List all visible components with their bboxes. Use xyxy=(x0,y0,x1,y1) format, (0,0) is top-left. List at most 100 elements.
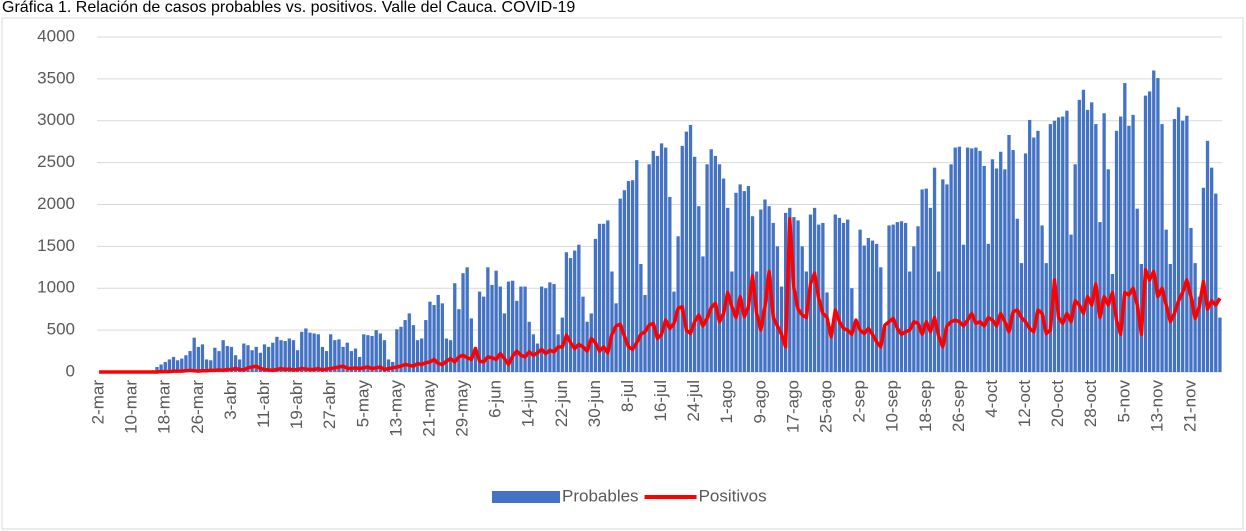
bar xyxy=(527,321,531,372)
bar xyxy=(846,219,850,372)
bar xyxy=(217,351,221,372)
y-tick-label: 2500 xyxy=(37,152,75,171)
bar xyxy=(862,245,866,372)
bar xyxy=(444,338,449,372)
bar xyxy=(539,286,544,372)
x-tick-label: 2-sep xyxy=(850,380,869,423)
y-tick-label: 3000 xyxy=(37,110,75,129)
bar xyxy=(204,359,209,372)
bar xyxy=(1081,89,1086,372)
x-tick-label: 5-may xyxy=(353,380,372,428)
bar xyxy=(779,286,784,372)
bar xyxy=(932,167,937,372)
bar xyxy=(903,222,908,372)
bar xyxy=(233,355,238,372)
bar xyxy=(287,338,291,372)
bar xyxy=(672,291,676,372)
x-tick-label: 2-mar xyxy=(89,380,108,425)
x-tick-label: 1-ago xyxy=(717,380,736,423)
bar xyxy=(498,286,502,372)
bar xyxy=(759,209,763,372)
x-tick-label: 28-oct xyxy=(1081,380,1100,428)
bar xyxy=(407,313,411,372)
bar xyxy=(697,206,701,372)
bar xyxy=(300,331,304,372)
bar xyxy=(788,207,792,372)
bar xyxy=(428,301,432,372)
bar xyxy=(320,346,325,372)
bar xyxy=(1176,107,1181,372)
bar xyxy=(362,334,366,372)
bar xyxy=(883,326,887,372)
bar xyxy=(420,338,424,372)
x-tick-label: 24-jul xyxy=(684,380,703,422)
bar xyxy=(945,184,949,372)
bar xyxy=(1127,125,1131,373)
bar xyxy=(1185,115,1189,372)
bar xyxy=(597,223,602,372)
labels: 0 500 1000 1500 2000 2500 3000 3500 4000 2-mar 10-… xyxy=(37,26,1199,505)
bar xyxy=(866,238,871,372)
bar xyxy=(1094,124,1098,372)
bar xyxy=(378,333,382,372)
bar xyxy=(953,147,957,372)
bar xyxy=(1061,116,1065,372)
bar xyxy=(1028,119,1032,372)
bar xyxy=(411,325,416,372)
bar xyxy=(382,340,387,372)
bar xyxy=(374,330,378,372)
bar xyxy=(618,198,622,372)
bar xyxy=(155,366,159,372)
bar xyxy=(1056,117,1061,373)
bar xyxy=(970,148,974,372)
x-tick-label: 21-nov xyxy=(1180,380,1199,432)
bar xyxy=(556,334,560,372)
bar xyxy=(469,318,473,372)
bar xyxy=(1065,110,1069,372)
x-tick-label: 16-jul xyxy=(651,380,670,422)
bar xyxy=(432,305,436,372)
x-tick-label: 13-may xyxy=(386,380,405,437)
bar xyxy=(188,351,192,372)
bar xyxy=(746,186,751,372)
bar xyxy=(701,256,705,372)
bar xyxy=(949,164,953,372)
bar xyxy=(1044,263,1048,372)
bar xyxy=(1172,119,1177,372)
bar xyxy=(271,342,275,372)
line xyxy=(99,216,1222,374)
bar xyxy=(1069,234,1073,372)
bar xyxy=(1123,83,1127,372)
bar xyxy=(357,356,362,372)
bar xyxy=(506,281,511,372)
bar xyxy=(424,320,428,372)
bar xyxy=(928,207,933,372)
bar xyxy=(213,347,217,372)
x-tick-label: 6-jun xyxy=(486,380,505,418)
bar xyxy=(821,222,825,372)
bar xyxy=(308,332,312,372)
bar xyxy=(399,326,403,372)
bar xyxy=(651,150,655,372)
bar xyxy=(1131,114,1135,372)
bar xyxy=(200,344,205,372)
bar xyxy=(465,267,469,372)
bar xyxy=(1073,164,1077,372)
bar xyxy=(800,246,804,372)
bar xyxy=(837,217,842,372)
bar xyxy=(1032,137,1036,372)
y-tick-label: 0 xyxy=(66,361,75,380)
bar xyxy=(482,296,486,372)
x-tick-label: 26-sep xyxy=(949,380,968,432)
bar xyxy=(370,335,374,372)
bar xyxy=(192,337,196,372)
bar xyxy=(523,286,527,372)
bar xyxy=(486,267,490,372)
y-tick-label: 1000 xyxy=(37,278,75,297)
bar xyxy=(775,246,780,372)
bar xyxy=(908,271,912,372)
bar xyxy=(1023,153,1028,372)
bar xyxy=(163,361,167,372)
bar xyxy=(415,340,420,372)
bar xyxy=(684,131,689,372)
